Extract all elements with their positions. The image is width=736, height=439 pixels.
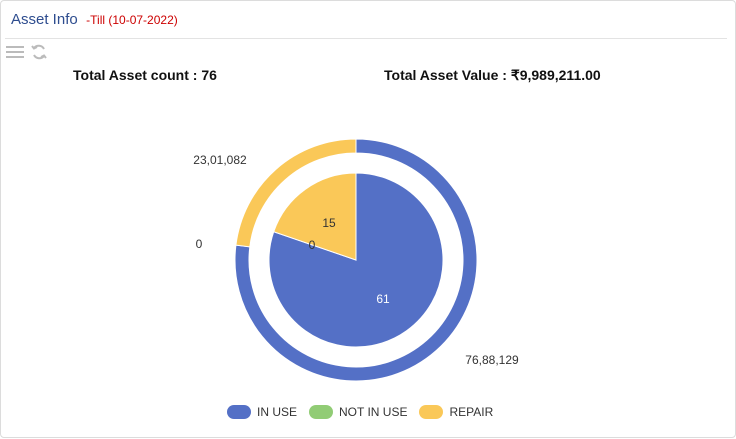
inner-label-repair: 15 [322,216,336,230]
outer-slice-repair[interactable] [235,138,357,248]
inner-label-not-in-use: 0 [309,238,316,252]
chart-legend: IN USE NOT IN USE REPAIR [227,405,493,419]
legend-label-not-in-use: NOT IN USE [339,405,408,419]
card-title: Asset Info [11,11,78,28]
legend-swatch-in-use [227,405,251,419]
inner-slice-repair[interactable] [273,172,357,261]
legend-swatch-not-in-use [309,405,334,419]
refresh-icon[interactable] [29,42,49,62]
total-asset-count: Total Asset count : 76 [73,67,217,83]
outer-label-not-in-use: 0 [196,237,203,251]
outer-label-repair: 23,01,082 [193,153,247,167]
legend-item-repair[interactable]: REPAIR [419,405,493,419]
legend-label-repair: REPAIR [449,405,494,419]
legend-label-in-use: IN USE [257,405,298,419]
inner-label-in-use: 61 [376,292,390,306]
total-asset-value: Total Asset Value : ₹9,989,211.00 [384,67,601,83]
chart-toolbar [5,42,49,62]
hamburger-menu-icon[interactable] [5,42,25,62]
outer-label-in-use: 76,88,129 [465,353,519,367]
card-subtitle: -Till (10-07-2022) [86,13,178,27]
legend-swatch-repair [419,405,444,419]
legend-item-not-in-use[interactable]: NOT IN USE [309,405,407,419]
legend-item-in-use[interactable]: IN USE [227,405,297,419]
card-header: Asset Info -Till (10-07-2022) [11,11,178,35]
header-divider [5,38,727,39]
